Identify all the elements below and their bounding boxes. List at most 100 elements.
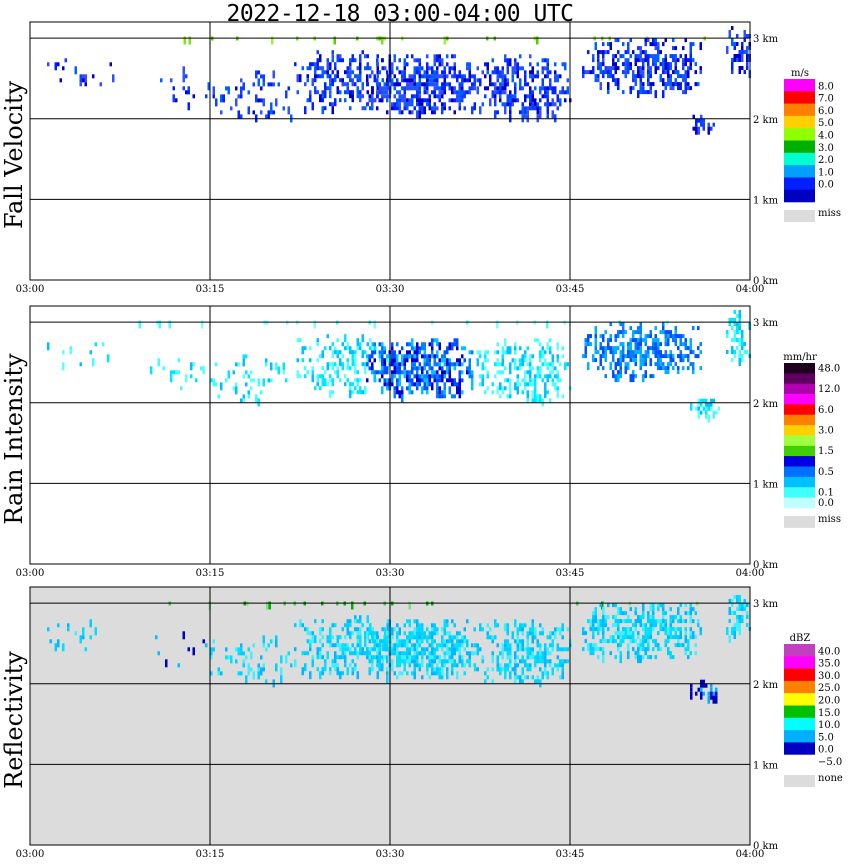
legend-swatch	[784, 128, 815, 141]
echo-cell	[717, 406, 720, 411]
echo-cell	[521, 86, 524, 91]
echo-cell	[456, 631, 459, 636]
echo-cell	[299, 338, 302, 343]
echo-cell	[599, 603, 602, 608]
echo-cell	[674, 627, 677, 632]
echo-cell	[468, 659, 471, 664]
echo-cell	[329, 635, 332, 640]
echo-cell	[463, 358, 466, 363]
echo-cell	[210, 655, 213, 660]
echo-cell	[743, 603, 746, 607]
echo-cell	[443, 70, 446, 75]
legend-label: −5.0	[818, 757, 842, 768]
echo-cell	[566, 362, 569, 367]
echo-cell	[541, 66, 544, 71]
echo-cell	[536, 639, 539, 644]
echo-cell	[433, 374, 436, 379]
echo-cell	[726, 330, 729, 334]
echo-cell	[421, 659, 424, 668]
echo-cell	[741, 342, 744, 346]
echo-cell	[157, 651, 160, 656]
echo-cell	[664, 38, 667, 43]
echo-cell	[257, 671, 260, 680]
echo-cell	[486, 635, 489, 640]
echo-cell	[433, 82, 436, 87]
echo-cell	[644, 627, 647, 632]
echo-cell	[201, 320, 204, 329]
echo-cell	[637, 350, 640, 355]
echo-cell	[743, 342, 746, 346]
echo-cell	[416, 382, 419, 387]
echo-cell	[496, 643, 499, 648]
echo-cell	[344, 82, 347, 87]
legend-swatch	[784, 165, 815, 178]
echo-cell	[516, 382, 519, 387]
legend-swatch	[784, 115, 815, 129]
echo-cell	[301, 667, 304, 676]
echo-cell	[463, 90, 466, 99]
echo-cell	[237, 94, 240, 99]
echo-cell	[257, 378, 260, 387]
echo-cell	[329, 378, 332, 383]
echo-cell	[433, 631, 436, 636]
echo-cell	[664, 611, 667, 616]
echo-cell	[499, 651, 502, 656]
echo-cell	[433, 659, 436, 664]
echo-cell	[287, 651, 290, 656]
echo-cell	[192, 94, 195, 99]
echo-cell	[499, 90, 502, 95]
echo-cell	[644, 54, 647, 59]
echo-cell	[654, 623, 657, 628]
echo-cell	[689, 651, 692, 656]
echo-cell	[667, 78, 670, 87]
echo-cell	[644, 362, 647, 367]
echo-cell	[235, 382, 238, 387]
y-tick-label: 1 km	[753, 479, 779, 490]
echo-cell	[489, 74, 492, 83]
legend-swatch	[784, 177, 815, 190]
echo-cell	[217, 394, 220, 399]
echo-cell	[398, 659, 401, 664]
echo-cell	[619, 366, 622, 371]
echo-cell	[448, 106, 451, 111]
echo-cell	[684, 354, 687, 359]
echo-cell	[67, 623, 70, 628]
echo-cell	[539, 655, 542, 660]
echo-cell	[299, 374, 302, 379]
echo-cell	[541, 659, 544, 664]
echo-cell	[669, 354, 672, 363]
echo-cell	[396, 354, 399, 363]
echo-cell	[250, 651, 253, 656]
echo-cell	[398, 90, 401, 95]
echo-cell	[351, 350, 354, 355]
echo-cell	[373, 639, 376, 644]
echo-cell	[339, 378, 342, 383]
echo-cell	[622, 326, 625, 335]
echo-cell	[421, 74, 424, 79]
echo-cell	[334, 651, 337, 660]
legend-swatch	[784, 425, 815, 436]
echo-cell	[471, 651, 474, 656]
echo-cell	[428, 102, 431, 107]
echo-cell	[346, 619, 349, 624]
echo-cell	[376, 66, 379, 75]
echo-cell	[275, 663, 278, 668]
echo-cell	[356, 627, 359, 632]
echo-cell	[496, 86, 499, 91]
echo-cells	[47, 26, 751, 135]
echo-cell	[336, 350, 339, 355]
echo-cell	[622, 42, 625, 47]
echo-cell	[386, 74, 389, 83]
echo-cell	[677, 366, 680, 371]
echo-cell	[526, 362, 529, 367]
echo-cell	[514, 86, 517, 95]
echo-cell	[428, 635, 431, 640]
echo-cell	[624, 70, 627, 75]
echo-cell	[391, 102, 394, 107]
echo-cell	[556, 643, 559, 652]
echo-cell	[334, 350, 337, 355]
echo-cell	[738, 310, 741, 314]
echo-cell	[632, 350, 635, 359]
echo-cell	[319, 386, 322, 391]
echo-cell	[376, 671, 379, 680]
